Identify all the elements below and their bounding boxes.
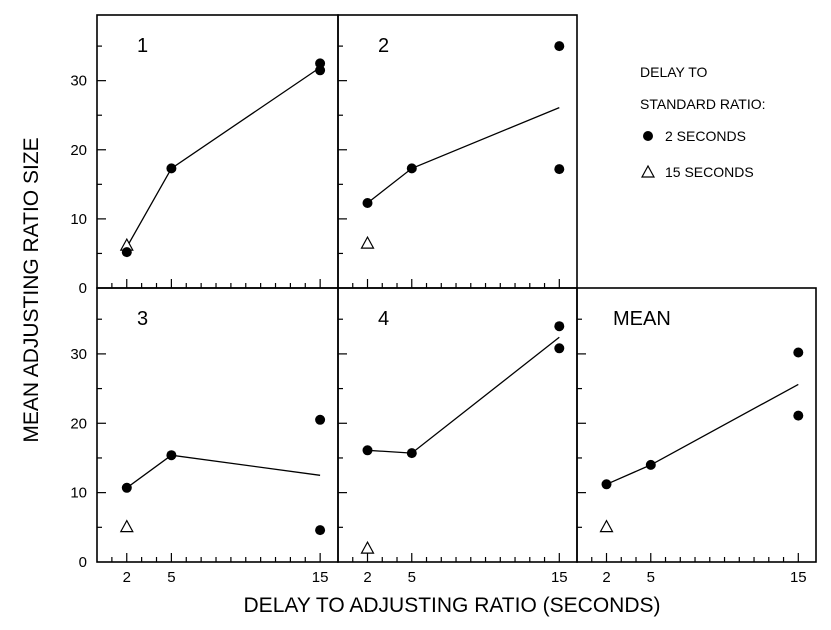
point-circle-4-3 (554, 343, 565, 354)
y-tick-label-1-0: 0 (79, 280, 87, 297)
point-circle-1-2 (315, 65, 326, 76)
x-tick-label-4-2: 2 (363, 569, 371, 586)
legend: DELAY TO STANDARD RATIO: 2 SECONDS 15 SE… (640, 64, 766, 180)
point-circle-4-2 (554, 321, 565, 332)
point-triangle-2-0 (360, 235, 375, 249)
panel-label-1: 1 (137, 35, 148, 57)
fit-line-mean (606, 383, 799, 485)
point-circle-3-2 (315, 414, 326, 425)
x-tick-label-mean-15: 15 (790, 569, 807, 586)
point-circle-4-0 (362, 445, 373, 456)
x-tick-label-3-2: 2 (123, 569, 131, 586)
legend-marker-circle (643, 131, 653, 141)
panel-4: 4 2 5 15 (337, 287, 578, 586)
point-triangle-mean-0 (599, 519, 614, 533)
legend-title-line-1: DELAY TO (640, 64, 708, 80)
y-tick-label-3-30: 30 (70, 346, 87, 363)
point-triangle-3-0 (119, 519, 134, 533)
legend-entry-2-seconds: 2 SECONDS (665, 128, 746, 144)
y-tick-label-3-0: 0 (79, 554, 87, 571)
panel-label-mean: MEAN (613, 308, 671, 330)
x-tick-label-mean-2: 2 (602, 569, 610, 586)
point-circle-1-0 (121, 247, 132, 258)
x-tick-label-3-5: 5 (167, 569, 175, 586)
legend-title-line-2: STANDARD RATIO: (640, 96, 766, 112)
fit-line-2 (367, 106, 560, 204)
panel-label-3: 3 (137, 308, 148, 330)
y-tick-label-1-10: 10 (70, 211, 87, 228)
point-circle-mean-0 (601, 479, 612, 490)
x-tick-label-3-15: 15 (312, 569, 329, 586)
x-tick-label-mean-5: 5 (647, 569, 655, 586)
y-tick-label-1-30: 30 (70, 73, 87, 90)
point-circle-3-3 (315, 525, 326, 536)
fit-line-4 (367, 336, 560, 454)
x-axis-title: DELAY TO ADJUSTING RATIO (SECONDS) (244, 594, 661, 617)
point-circle-mean-3 (793, 410, 804, 421)
point-circle-mean-1 (645, 459, 656, 470)
panel-mean: MEAN 2 5 15 (576, 287, 817, 586)
panel-label-4: 4 (378, 308, 389, 330)
point-circle-1-3 (315, 58, 326, 69)
point-triangle-4-0 (360, 540, 375, 554)
y-tick-label-3-10: 10 (70, 485, 87, 502)
panel-label-2: 2 (378, 35, 389, 57)
panel-frame-1 (96, 14, 339, 289)
panel-2: 2 (337, 14, 578, 289)
y-axis-title: MEAN ADJUSTING RATIO SIZE (20, 137, 43, 442)
panel-frame-4 (337, 287, 578, 563)
y-tick-label-3-20: 20 (70, 415, 87, 432)
x-tick-label-4-15: 15 (551, 569, 568, 586)
point-circle-2-2 (554, 41, 565, 52)
legend-entry-15-seconds: 15 SECONDS (665, 164, 754, 180)
point-circle-2-3 (554, 164, 565, 175)
panel-frame-3 (96, 287, 339, 563)
point-circle-4-1 (406, 448, 417, 459)
panel-frame-mean (576, 287, 817, 563)
fit-line-1 (126, 66, 321, 248)
fit-line-3 (126, 454, 321, 489)
x-tick-label-4-5: 5 (408, 569, 416, 586)
point-circle-1-1 (166, 163, 177, 174)
legend-marker-triangle (640, 164, 656, 178)
panel-frame-2 (337, 14, 578, 289)
y-tick-label-1-20: 20 (70, 142, 87, 159)
point-circle-3-1 (166, 450, 177, 461)
point-circle-mean-2 (793, 347, 804, 358)
point-circle-2-1 (406, 163, 417, 174)
point-circle-2-0 (362, 198, 373, 208)
point-circle-3-0 (121, 482, 132, 493)
